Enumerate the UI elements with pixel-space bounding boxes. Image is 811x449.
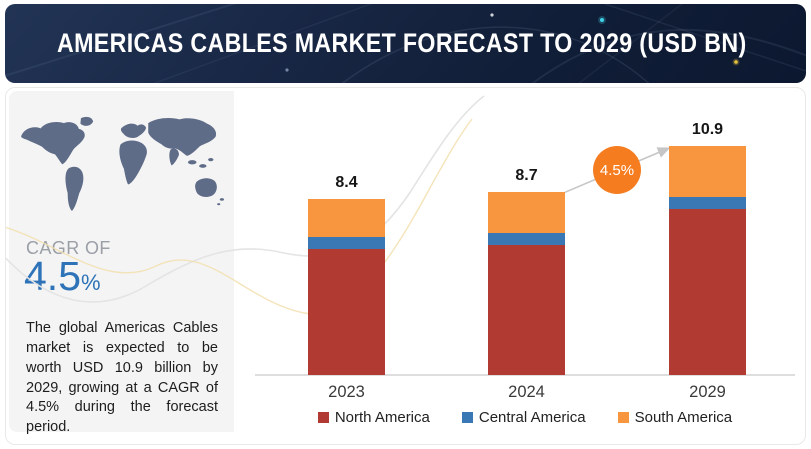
- cagr-value: 4.5%: [24, 253, 101, 299]
- content-card: CAGR OF 4.5% The global Americas Cables …: [5, 87, 806, 445]
- cagr-number: 4.5: [24, 253, 81, 299]
- page-title: AMERICAS CABLES MARKET FORECAST TO 2029 …: [57, 28, 747, 58]
- network-decoration-graphic: [5, 4, 806, 83]
- cagr-percent-sign: %: [81, 270, 101, 295]
- market-summary-text: The global Americas Cables market is exp…: [26, 320, 218, 436]
- world-map-icon: [17, 113, 227, 219]
- header-banner: AMERICAS CABLES MARKET FORECAST TO 2029 …: [5, 4, 806, 83]
- summary-sidebar: CAGR OF 4.5% The global Americas Cables …: [9, 91, 234, 435]
